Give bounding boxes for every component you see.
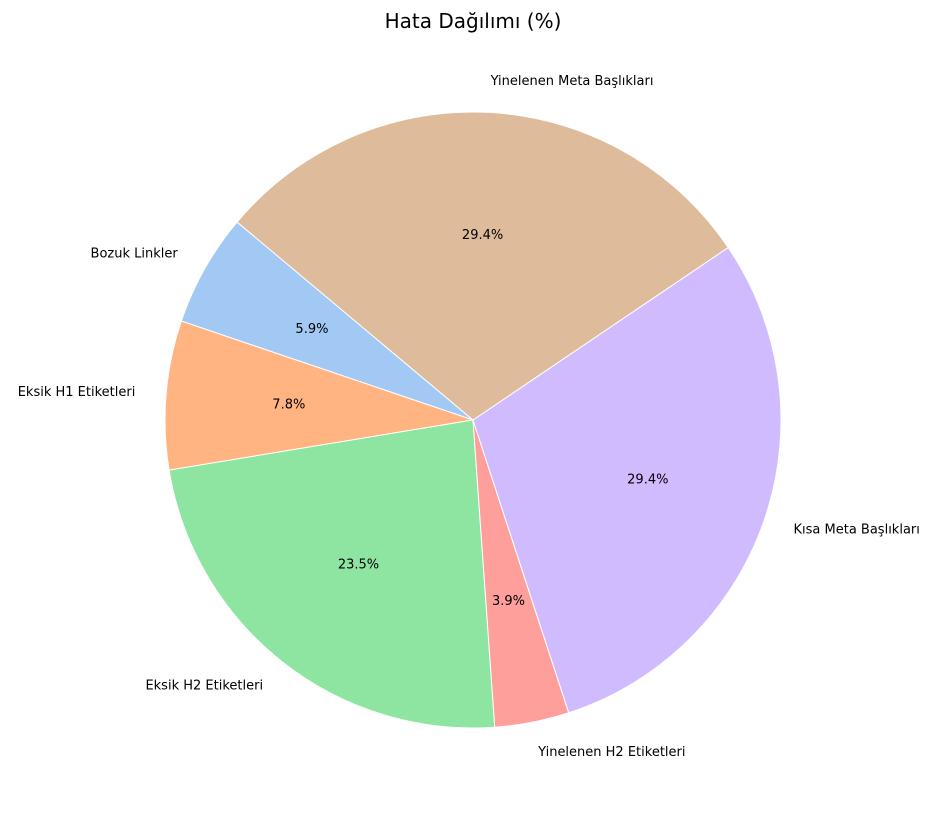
- slice-label: Eksik H2 Etiketleri: [145, 678, 263, 693]
- slice-label: Yinelenen Meta Başlıkları: [490, 74, 654, 89]
- slice-label: Bozuk Linkler: [91, 246, 179, 261]
- pie-slice: [236, 111, 729, 421]
- slice-percent-label: 23.5%: [338, 558, 379, 573]
- slice-label: Eksik H1 Etiketleri: [18, 385, 136, 400]
- slice-percent-label: 29.4%: [462, 228, 503, 243]
- pie-slices: [164, 111, 782, 729]
- slice-percent-label: 29.4%: [627, 472, 668, 487]
- chart-title: Hata Dağılımı (%): [385, 9, 562, 33]
- pie-slice: [472, 246, 782, 714]
- slice-label: Yinelenen H2 Etiketleri: [537, 745, 685, 760]
- slice-percent-label: 5.9%: [295, 322, 328, 337]
- pie-slice: [168, 419, 496, 729]
- slice-percent-label: 7.8%: [272, 397, 305, 412]
- slice-label: Kısa Meta Başlıkları: [794, 522, 920, 537]
- pie-labels: Bozuk Linkler 5.9% Eksik H1 Etiketleri 7.8%…: [18, 74, 920, 760]
- slice-percent-label: 3.9%: [492, 594, 525, 609]
- pie-slice: [164, 320, 474, 471]
